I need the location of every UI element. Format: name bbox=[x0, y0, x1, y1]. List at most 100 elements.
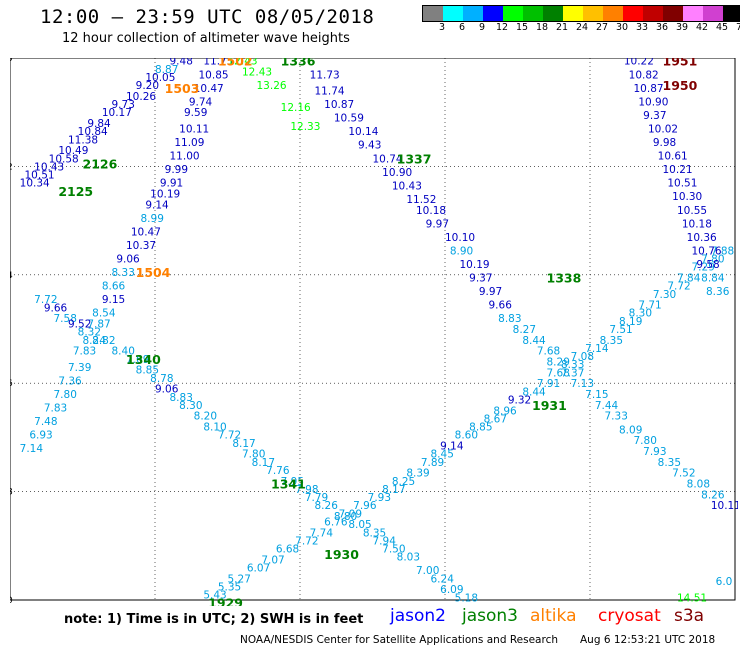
pass-number: 1951 bbox=[663, 58, 698, 69]
mission-label-jason2: jason2 bbox=[390, 606, 446, 626]
pass-number: 1341 bbox=[271, 476, 306, 491]
wave-height-value: 7.68 bbox=[547, 367, 570, 379]
legend-swatch bbox=[523, 6, 543, 21]
wave-height-map: -50-52-54-56-58-6030333639424510.3410.51… bbox=[10, 58, 738, 606]
wave-height-value: 8.30 bbox=[179, 400, 202, 412]
wave-height-value: 12.33 bbox=[290, 121, 320, 133]
mission-label-altika: altika bbox=[530, 606, 577, 626]
wave-height-value: 7.80 bbox=[54, 389, 77, 401]
wave-height-value: 7.15 bbox=[585, 389, 608, 401]
page-subtitle: 12 hour collection of altimeter wave hei… bbox=[62, 31, 350, 46]
wave-height-value: 10.61 bbox=[658, 151, 688, 163]
wave-height-value: 10.05 bbox=[145, 72, 175, 84]
wave-height-value: 11.73 bbox=[310, 69, 340, 81]
wave-height-value: 10.14 bbox=[348, 126, 378, 138]
pass-number: 1336 bbox=[281, 58, 316, 69]
wave-height-value: 7.89 bbox=[421, 457, 444, 469]
timestamp: Aug 6 12:53:21 UTC 2018 bbox=[580, 634, 716, 646]
legend-swatch bbox=[623, 6, 643, 21]
wave-height-value: 7.69 bbox=[126, 354, 149, 366]
wave-height-value: 7.13 bbox=[571, 378, 594, 390]
pass-number: 1337 bbox=[397, 151, 432, 166]
wave-height-value: 10.76 bbox=[692, 245, 722, 257]
wave-height-value: 8.85 bbox=[136, 365, 159, 377]
wave-height-value: 7.96 bbox=[353, 500, 377, 512]
wave-height-value: 6.24 bbox=[431, 573, 455, 585]
wave-height-value: 8.44 bbox=[522, 335, 546, 347]
wave-height-value: 11.74 bbox=[315, 86, 345, 98]
legend-swatch bbox=[443, 6, 463, 21]
wave-height-value: 7.98 bbox=[295, 484, 318, 496]
wave-height-value: 10.82 bbox=[629, 69, 659, 81]
wave-height-value: 8.78 bbox=[150, 373, 173, 385]
wave-height-value: 7.83 bbox=[44, 403, 67, 415]
wave-height-value: 10.37 bbox=[126, 240, 156, 252]
wave-height-value: 8.33 bbox=[561, 359, 584, 371]
wave-height-value: 10.11 bbox=[711, 500, 738, 512]
legend-label: 42 bbox=[695, 22, 709, 33]
legend-swatch bbox=[423, 6, 443, 21]
wave-height-value: 9.15 bbox=[102, 294, 125, 306]
wave-height-value: 8.30 bbox=[629, 308, 652, 320]
wave-height-value: 9.14 bbox=[145, 199, 169, 211]
wave-height-value: 8.66 bbox=[102, 281, 126, 293]
wave-height-value: 7.39 bbox=[68, 362, 91, 374]
wave-height-value: 9.43 bbox=[358, 140, 381, 152]
legend-label: 21 bbox=[555, 22, 569, 33]
wave-height-value: 6.68 bbox=[276, 544, 299, 556]
legend-label: 36 bbox=[655, 22, 669, 33]
map-frame bbox=[10, 58, 736, 601]
pass-number: 2125 bbox=[58, 184, 93, 199]
wave-height-value: 8.35 bbox=[600, 335, 623, 347]
wave-height-value: 9.06 bbox=[155, 384, 179, 396]
wave-height-value: 8.26 bbox=[315, 500, 339, 512]
color-scale-legend bbox=[422, 5, 740, 22]
wave-height-value: 7.72 bbox=[218, 430, 241, 442]
wave-height-value: 8.85 bbox=[469, 422, 492, 434]
wave-height-value: 8.17 bbox=[232, 438, 255, 450]
wave-height-value: 11.00 bbox=[170, 151, 200, 163]
wave-height-value: 8.03 bbox=[397, 552, 420, 564]
wave-height-value: 8.84 bbox=[701, 273, 725, 285]
legend-swatch bbox=[503, 6, 523, 21]
wave-height-value: 7.14 bbox=[585, 343, 609, 355]
wave-height-value: 12.43 bbox=[228, 58, 258, 68]
wave-height-value: 12.16 bbox=[281, 102, 311, 114]
wave-height-value: 6.0 bbox=[716, 576, 733, 588]
wave-height-value: 8.96 bbox=[493, 405, 517, 417]
wave-height-value: 7.72 bbox=[667, 281, 690, 293]
wave-height-value: 5.27 bbox=[228, 573, 251, 585]
wave-height-value: 8.36 bbox=[706, 286, 730, 298]
wave-height-value: 10.43 bbox=[34, 161, 64, 173]
legend-label: 70 bbox=[735, 22, 740, 33]
wave-height-value: 8.17 bbox=[252, 457, 275, 469]
wave-height-value: 5.43 bbox=[203, 590, 226, 602]
wave-height-value: 7.95 bbox=[281, 476, 304, 488]
wave-height-value: 10.84 bbox=[78, 126, 108, 138]
latitude-tick-label: -58 bbox=[10, 488, 13, 498]
wave-height-value: 10.18 bbox=[682, 218, 712, 230]
wave-height-value: 7.93 bbox=[643, 446, 666, 458]
wave-height-value: 9.58 bbox=[696, 259, 719, 271]
wave-height-value: 7.09 bbox=[339, 508, 362, 520]
wave-height-value: 10.74 bbox=[373, 153, 403, 165]
legend-label: 9 bbox=[478, 22, 486, 33]
wave-height-value: 6.09 bbox=[440, 584, 463, 596]
wave-height-value: 8.08 bbox=[687, 478, 710, 490]
legend-label: 27 bbox=[595, 22, 609, 33]
wave-height-value: 10.21 bbox=[663, 164, 693, 176]
wave-height-value: 7.91 bbox=[537, 378, 560, 390]
wave-height-value: 9.32 bbox=[508, 394, 531, 406]
wave-height-value: 9.14 bbox=[440, 441, 464, 453]
wave-height-value: 8.60 bbox=[455, 430, 478, 442]
wave-height-value: 7.14 bbox=[20, 443, 44, 455]
wave-height-value: 8.29 bbox=[547, 357, 570, 369]
wave-height-value: 8.20 bbox=[194, 411, 217, 423]
wave-height-value: 7.79 bbox=[305, 492, 328, 504]
latitude-tick-label: -56 bbox=[10, 379, 13, 389]
wave-height-value: 7.88 bbox=[711, 245, 734, 257]
legend-swatch bbox=[643, 6, 663, 21]
pass-number: 1338 bbox=[547, 271, 582, 286]
wave-height-value: 10.58 bbox=[49, 153, 79, 165]
wave-height-value: 10.43 bbox=[392, 180, 422, 192]
